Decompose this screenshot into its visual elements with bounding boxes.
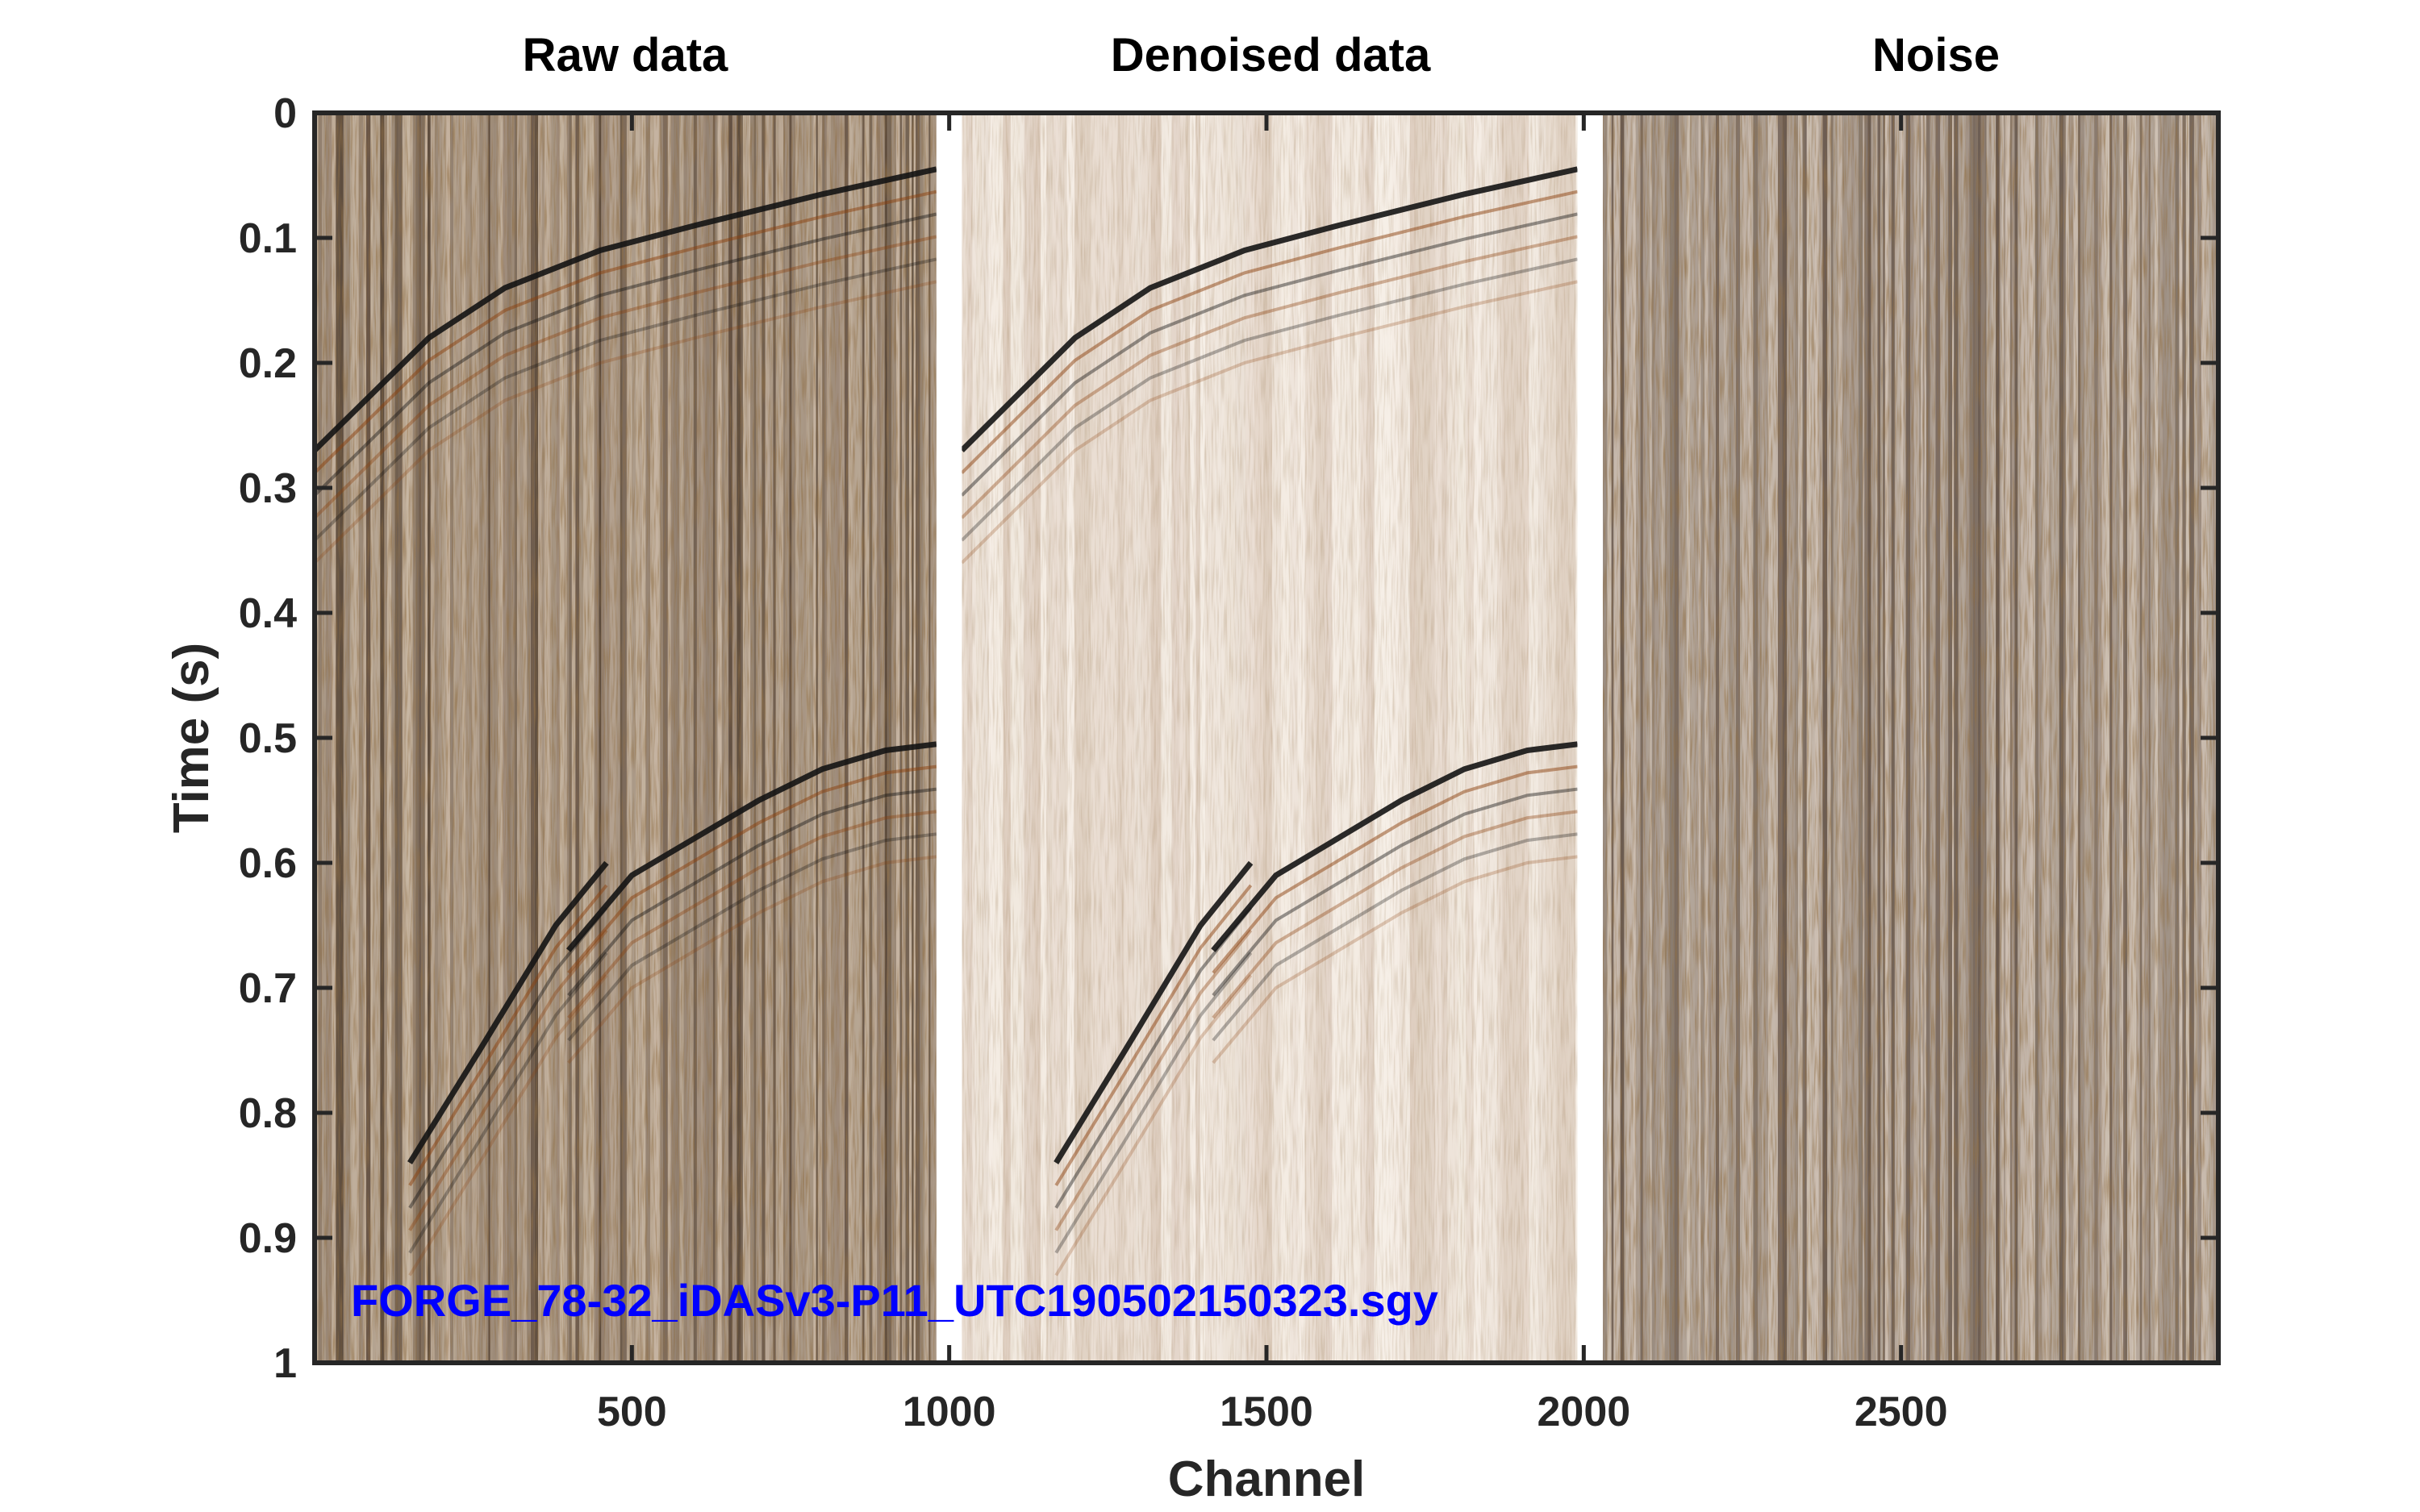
file-annotation: FORGE_78-32_iDASv3-P11_UTC190502150323.s… (351, 1275, 1438, 1326)
y-tick-label: 0.5 (239, 715, 297, 762)
y-tick-label: 0.8 (239, 1090, 297, 1137)
y-tick-label: 0.6 (239, 840, 297, 887)
event-curve (567, 810, 937, 1019)
event-curve (960, 235, 1578, 519)
x-tick-label: 2000 (1537, 1389, 1630, 1435)
event-curve (315, 235, 937, 519)
x-tick-label: 1000 (903, 1389, 996, 1435)
x-tick-label: 500 (597, 1389, 667, 1435)
event-curve (315, 257, 937, 542)
event-curve (315, 190, 937, 474)
events-layer (315, 166, 1578, 1277)
event-curve (1054, 884, 1253, 1186)
panel-noise (1602, 113, 2218, 1363)
event-curve (315, 212, 937, 497)
event-curve (1054, 860, 1254, 1164)
event-curve (960, 257, 1578, 542)
panel-title-denoised: Denoised data (1111, 29, 1431, 81)
panel-title-noise: Noise (1872, 29, 2000, 81)
x-axis-label: Channel (1168, 1452, 1366, 1507)
y-tick-label: 0.3 (239, 465, 297, 512)
y-tick-label: 0.7 (239, 965, 297, 1012)
gap-band (1577, 113, 1603, 1363)
plot-area (312, 110, 2221, 1365)
panels-layer (315, 113, 2218, 1363)
y-tick-label: 0.2 (239, 340, 297, 387)
event-curve (1212, 855, 1578, 1064)
panel-noise (962, 113, 1578, 1363)
event-curve (315, 166, 937, 452)
y-tick-label: 0.4 (239, 590, 297, 637)
event-curve (1054, 952, 1253, 1254)
y-tick-label: 0 (273, 90, 297, 137)
event-curve (408, 929, 608, 1231)
panel-noise (315, 113, 937, 1363)
panel-title-raw: Raw data (523, 29, 728, 81)
event-curve (567, 855, 937, 1064)
event-curve (315, 280, 937, 564)
event-curve (959, 166, 1578, 452)
gap-band (936, 113, 962, 1363)
event-curve (1054, 929, 1253, 1231)
event-curve (960, 280, 1578, 564)
event-curve (1212, 787, 1578, 997)
y-tick-label: 0.9 (239, 1215, 297, 1262)
event-curve (408, 884, 608, 1186)
event-curve (960, 190, 1578, 474)
event-curve (1212, 832, 1578, 1042)
event-curve (408, 974, 608, 1277)
y-axis-label: Time (s) (164, 643, 219, 834)
x-tick-label: 1500 (1220, 1389, 1313, 1435)
x-tick-label: 2500 (1855, 1389, 1948, 1435)
event-curve (1054, 974, 1253, 1277)
event-curve (1211, 741, 1578, 952)
event-curve (960, 212, 1578, 497)
event-curve (1054, 906, 1253, 1209)
ticks-layer: 500 1000 1500 2000 2500 0 0.1 0.2 0.3 0.4 0.5 0.6 0.… (239, 90, 2218, 1435)
event-curve (1212, 810, 1578, 1019)
gap-bands (936, 113, 1603, 1363)
event-curve (408, 906, 608, 1209)
event-curve (407, 860, 609, 1164)
event-curve (566, 741, 937, 952)
event-curve (567, 832, 937, 1042)
event-curve (408, 952, 608, 1254)
event-curve (567, 787, 937, 997)
y-tick-label: 1 (273, 1340, 297, 1387)
event-curve (567, 764, 937, 974)
y-tick-label: 0.1 (239, 215, 297, 262)
event-curve (1212, 764, 1578, 974)
